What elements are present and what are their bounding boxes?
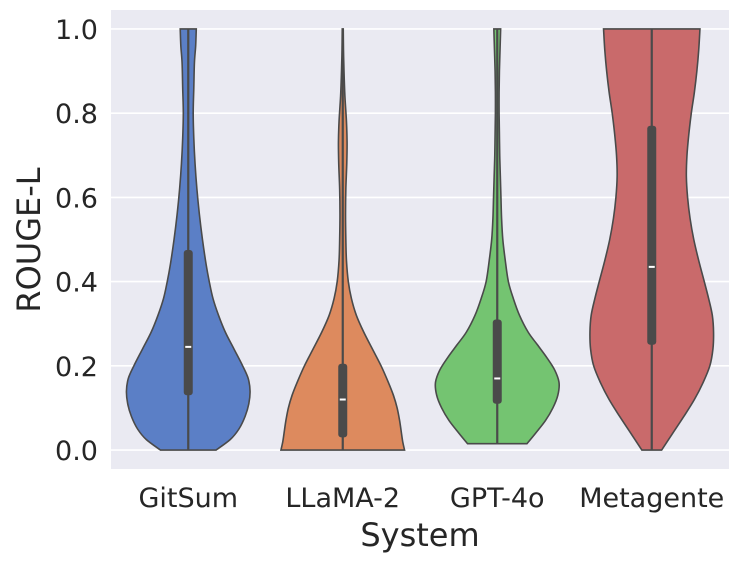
- y-tick-label-4: 0.8: [55, 99, 98, 130]
- y-tick-label-3: 0.6: [55, 183, 98, 214]
- x-tick-label-3: Metagente: [579, 483, 724, 514]
- x-tick-label-0: GitSum: [138, 483, 238, 514]
- violin-metagente: [589, 28, 715, 451]
- violin-iqr-box: [647, 125, 657, 345]
- y-tick-label-0: 0.0: [55, 436, 98, 467]
- violin-gitsum: [125, 28, 251, 451]
- y-tick-labels: 0.0 0.2 0.4 0.6 0.8 1.0: [55, 15, 98, 467]
- x-tick-label-2: GPT-4o: [450, 483, 545, 514]
- violin-iqr-box: [338, 363, 348, 438]
- y-tick-label-2: 0.4: [55, 268, 98, 299]
- violins: [125, 28, 715, 451]
- y-tick-label-5: 1.0: [55, 15, 98, 46]
- x-tick-labels: GitSum LLaMA-2 GPT-4o Metagente: [138, 483, 724, 514]
- x-tick-label-1: LLaMA-2: [285, 483, 400, 514]
- violin-gpt-4o: [434, 28, 561, 445]
- y-tick-label-1: 0.2: [55, 352, 98, 383]
- violin-llama-2: [279, 28, 406, 451]
- y-axis-title: ROUGE-L: [10, 167, 48, 312]
- x-axis-title: System: [360, 516, 479, 554]
- violin-iqr-box: [183, 250, 193, 396]
- violin-iqr-box: [492, 319, 502, 404]
